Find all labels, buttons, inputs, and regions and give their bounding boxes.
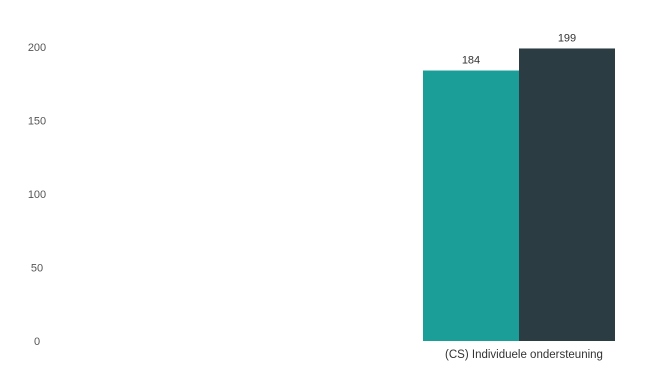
bar-series-1 xyxy=(423,70,519,342)
y-tick-label-200: 200 xyxy=(28,42,46,54)
data-label-series-2: 199 xyxy=(558,32,576,44)
y-tick-label-50: 50 xyxy=(31,263,43,275)
y-tick-label-150: 150 xyxy=(28,116,46,128)
bar-series-2 xyxy=(519,48,615,341)
data-label-series-1: 184 xyxy=(462,55,480,67)
y-tick-label-100: 100 xyxy=(28,189,46,201)
y-tick-label-0: 0 xyxy=(34,336,40,348)
category-label: (CS) Individuele ondersteuning xyxy=(445,349,603,361)
